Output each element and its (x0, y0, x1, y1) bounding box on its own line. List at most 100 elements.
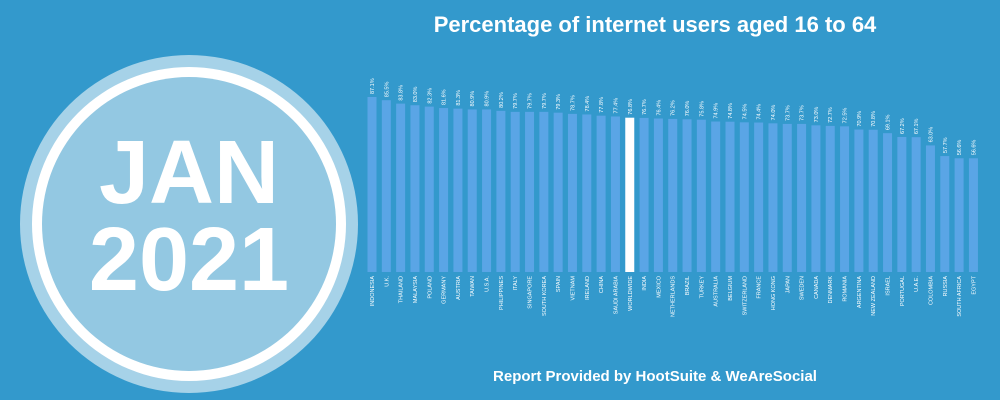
category-label: NEW ZEALAND (871, 276, 877, 316)
value-label: 74.0% (771, 105, 777, 121)
value-label: 72.7% (828, 107, 834, 123)
value-label: 77.8% (599, 97, 605, 113)
bar-portugal (897, 136, 907, 272)
bar-brazil (682, 119, 692, 272)
category-label: IRELAND (585, 276, 591, 300)
bar-saudi-arabia (610, 116, 620, 273)
value-label: 80.9% (485, 91, 491, 107)
category-label: TAIWAN (470, 276, 476, 297)
category-label: HONG KONG (771, 276, 777, 310)
value-label: 83.8% (399, 85, 405, 101)
category-label: SOUTH AFRICA (957, 276, 963, 317)
value-label: 80.9% (470, 91, 476, 107)
category-label: BRAZIL (685, 276, 691, 295)
category-label: RUSSIA (943, 276, 949, 297)
bar-belgium (725, 121, 735, 273)
category-label: WORLDWIDE (628, 276, 634, 311)
bar-hong-kong (768, 123, 778, 272)
value-label: 80.2% (499, 92, 505, 108)
bar-sweden (797, 123, 807, 272)
category-label: SAUDI ARABIA (613, 276, 619, 315)
bar-south-africa (954, 158, 964, 272)
value-label: 81.6% (442, 89, 448, 105)
value-label: 56.6% (971, 140, 977, 156)
value-label: 56.6% (957, 140, 963, 156)
value-label: 77.4% (613, 98, 619, 114)
bar-austria (453, 108, 463, 273)
bar-turkey (696, 119, 706, 272)
value-label: 70.8% (871, 111, 877, 127)
chart-title: Percentage of internet users aged 16 to … (433, 12, 877, 37)
value-label: 87.1% (370, 78, 376, 94)
bar-indonesia (367, 97, 377, 272)
value-label: 83.0% (413, 87, 419, 103)
value-label: 85.5% (384, 82, 390, 98)
value-label: 73.7% (785, 105, 791, 121)
category-label: AUSTRIA (456, 276, 462, 300)
value-label: 57.7% (943, 137, 949, 153)
value-label: 81.3% (456, 90, 462, 106)
badge-year: 2021 (88, 210, 290, 310)
bar-canada (811, 125, 821, 272)
bar-argentina (854, 129, 864, 272)
category-label: NETHERLANDS (671, 276, 677, 317)
bar-colombia (925, 145, 935, 272)
bar-thailand (396, 103, 406, 272)
category-label: ROMANIA (843, 276, 849, 302)
value-label: 79.7% (513, 93, 519, 109)
value-label: 79.3% (556, 94, 562, 110)
category-label: JAPAN (785, 276, 791, 293)
bar-spain (553, 112, 563, 272)
value-label: 78.7% (570, 95, 576, 111)
bar-philippines (496, 110, 506, 272)
category-label: MEXICO (656, 275, 662, 297)
value-label: 73.7% (800, 105, 806, 121)
bar-netherlands (668, 118, 678, 273)
bar-u-k- (381, 100, 391, 273)
category-label: BELGIUM (728, 276, 734, 301)
value-label: 82.3% (427, 88, 433, 104)
category-label: SPAIN (556, 276, 562, 292)
bar-japan (782, 123, 792, 272)
category-label: ISRAEL (886, 276, 892, 296)
value-label: 76.7% (642, 99, 648, 115)
value-label: 76.8% (628, 99, 634, 115)
category-label: ITALY (513, 276, 519, 291)
category-label: DENMARK (828, 276, 834, 304)
value-label: 78.4% (585, 96, 591, 112)
bar-ireland (582, 114, 592, 272)
category-label: SWITZERLAND (742, 276, 748, 315)
category-label: TURKEY (699, 276, 705, 299)
value-label: 79.7% (542, 93, 548, 109)
bar-malaysia (410, 105, 420, 273)
bar-australia (711, 121, 721, 272)
category-label: U.A.E. (914, 276, 920, 292)
value-label: 74.4% (757, 104, 763, 120)
category-label: MALAYSIA (413, 276, 419, 303)
bar-poland (424, 106, 434, 272)
value-label: 69.1% (886, 114, 892, 130)
category-label: PHILIPPINES (499, 276, 505, 310)
bar-singapore (525, 111, 535, 273)
category-label: INDIA (642, 276, 648, 291)
value-label: 67.1% (914, 118, 920, 134)
value-label: 75.8% (699, 101, 705, 117)
category-label: COLOMBIA (928, 276, 934, 305)
bar-india (639, 117, 649, 273)
category-label: U.K. (384, 276, 390, 287)
badge-month: JAN (98, 123, 280, 223)
category-label: VIETNAM (570, 276, 576, 301)
value-label: 79.7% (528, 93, 534, 109)
category-label: GERMANY (442, 276, 448, 304)
category-label: CANADA (814, 276, 820, 299)
bar-italy (510, 111, 520, 273)
bar-worldwide (625, 117, 635, 272)
bar-taiwan (467, 109, 477, 273)
bar-south-korea (539, 111, 549, 273)
value-label: 76.2% (671, 100, 677, 116)
bar-russia (940, 156, 950, 272)
category-label: FRANCE (757, 276, 763, 299)
bar-u-a-e- (911, 137, 921, 272)
bar-new-zealand (868, 129, 878, 272)
